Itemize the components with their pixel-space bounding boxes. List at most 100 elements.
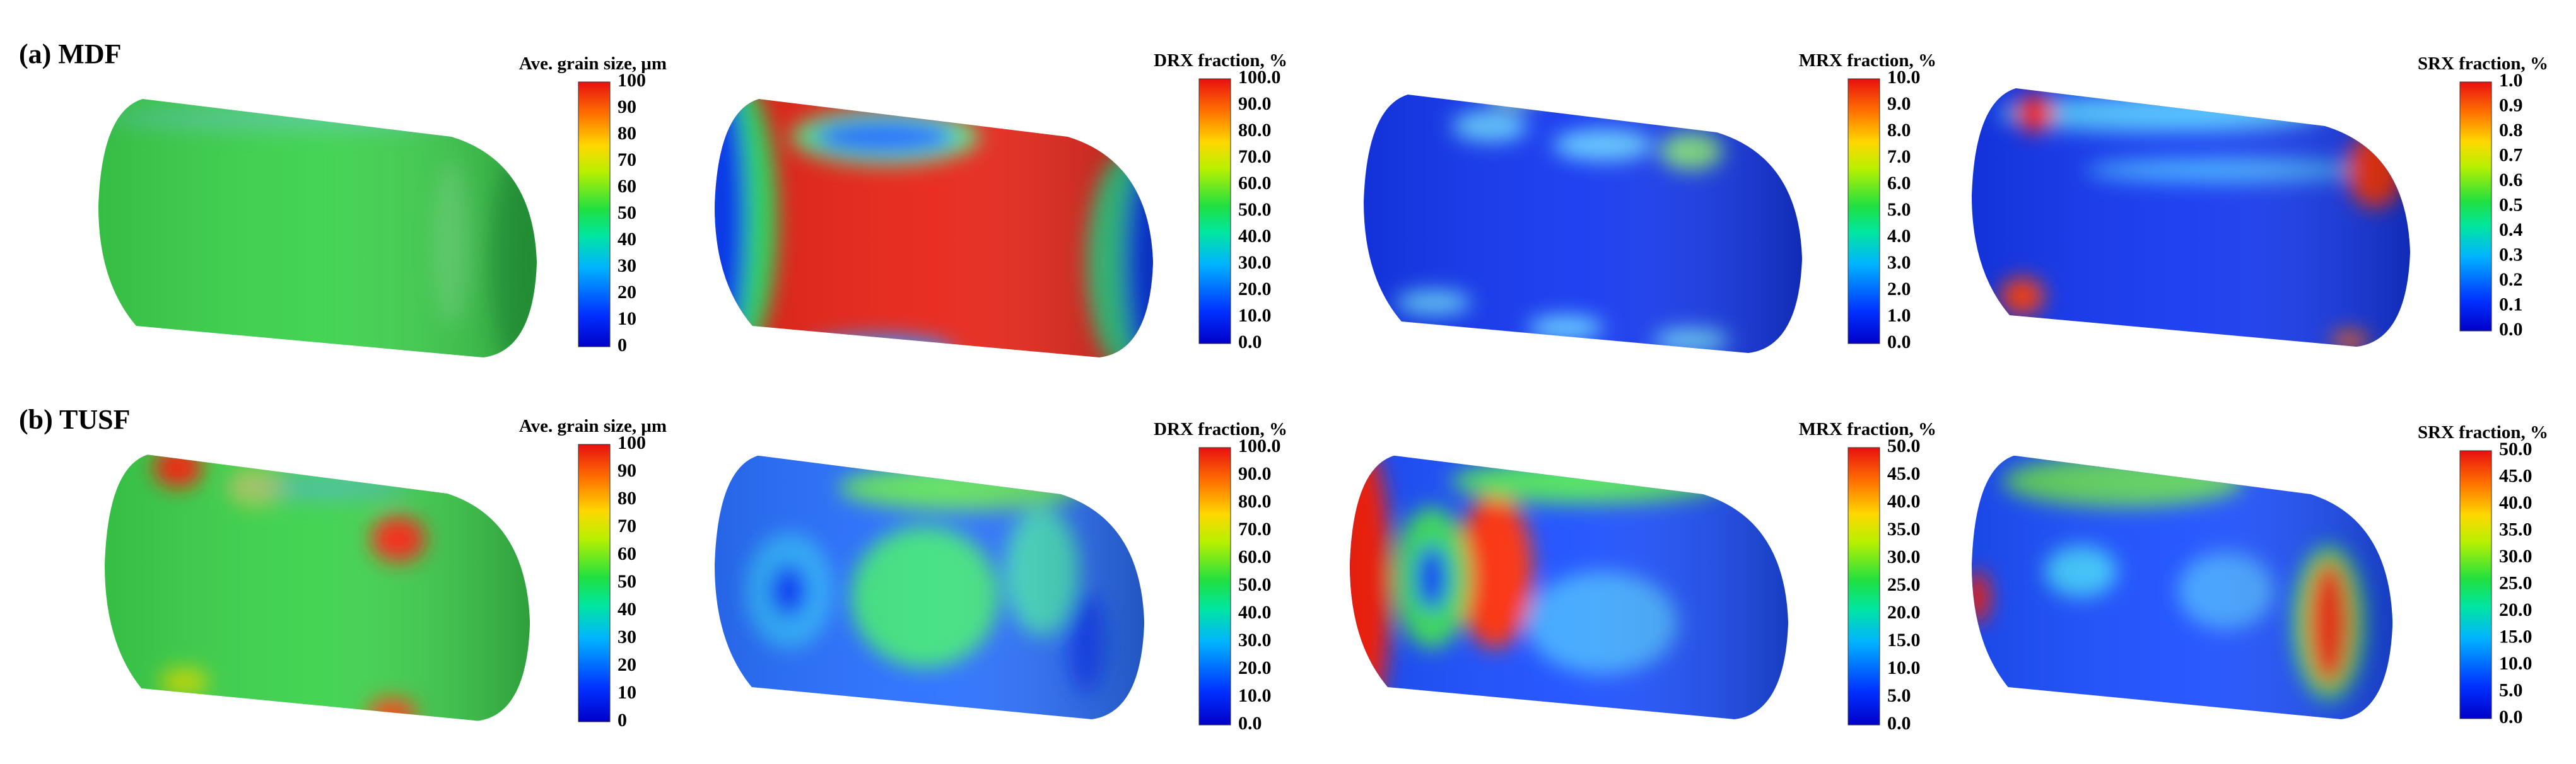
- colorbar-tick-label: 50.0: [1238, 574, 1272, 595]
- colorbar-tick-label: 0: [618, 335, 627, 356]
- specimen-render: [98, 99, 537, 357]
- colorbar-tick-label: 70: [618, 149, 636, 170]
- colorbar-tick-label: 40: [618, 229, 636, 250]
- colorbar-tick-label: 70.0: [1238, 146, 1272, 167]
- colorbar: [1847, 78, 1880, 344]
- colorbar-tick-label: 25.0: [1887, 574, 1921, 595]
- colorbar-tick-label: 30.0: [1887, 547, 1921, 567]
- colorbar-tick-label: 9.0: [1887, 93, 1911, 114]
- colorbar: [1198, 447, 1231, 726]
- colorbar-tick-label: 0.8: [2499, 120, 2523, 141]
- colorbar-tick-label: 50.0: [1887, 436, 1921, 456]
- colorbar-tick-label: 10: [618, 308, 636, 329]
- colorbar-tick-label: 5.0: [1887, 685, 1911, 706]
- specimen-render: [715, 455, 1145, 719]
- colorbar-tick-label: 1.0: [2499, 70, 2523, 91]
- colorbar-tick-label: 40.0: [1238, 602, 1272, 623]
- colorbar-tick-label: 0.4: [2499, 219, 2523, 240]
- colorbar-tick-label: 5.0: [1887, 199, 1911, 220]
- colorbar: [1198, 78, 1231, 344]
- colorbar-tick-label: 45.0: [2499, 465, 2532, 486]
- colorbar-tick-label: 90: [618, 96, 636, 117]
- colorbar-tick-label: 0.0: [1887, 332, 1911, 352]
- colorbar-tick-label: 4.0: [1887, 226, 1911, 246]
- colorbar-tick-label: 10.0: [1887, 657, 1921, 678]
- colorbar-tick-label: 100: [618, 70, 646, 91]
- colorbar-tick-label: 0.1: [2499, 294, 2523, 315]
- colorbar-tick-label: 80.0: [1238, 491, 1272, 512]
- colorbar-tick-label: 40.0: [1238, 226, 1272, 246]
- specimen-render: [105, 454, 530, 721]
- colorbar-tick-label: 50.0: [1238, 199, 1272, 220]
- colorbar-tick-label: 20: [618, 654, 636, 675]
- colorbar: [1847, 447, 1880, 726]
- specimen-render: [1350, 455, 1788, 719]
- colorbar-tick-label: 60: [618, 543, 636, 564]
- colorbar: [2459, 450, 2492, 719]
- colorbar-tick-label: 10.0: [1238, 305, 1272, 326]
- colorbar-title: MRX fraction, %: [1799, 419, 1936, 439]
- colorbar: [578, 444, 611, 722]
- colorbar-tick-label: 50.0: [2499, 439, 2532, 460]
- colorbar-tick-label: 100.0: [1238, 67, 1281, 88]
- colorbar-tick-label: 10: [618, 682, 636, 703]
- colorbar-tick-label: 80: [618, 488, 636, 509]
- colorbar-title: SRX fraction, %: [2418, 54, 2548, 74]
- colorbar-tick-label: 0.0: [1887, 713, 1911, 734]
- colorbar-tick-label: 20.0: [1238, 279, 1272, 299]
- colorbar-tick-label: 90: [618, 460, 636, 481]
- colorbar-tick-label: 25.0: [2499, 572, 2532, 593]
- colorbar-tick-label: 8.0: [1887, 120, 1911, 141]
- specimen-render: [1364, 95, 1802, 353]
- colorbar-title: MRX fraction, %: [1799, 50, 1936, 71]
- colorbar-title: DRX fraction, %: [1154, 419, 1287, 439]
- colorbar-tick-label: 30: [618, 255, 636, 276]
- row-label: (a) MDF: [19, 38, 122, 69]
- colorbar-tick-label: 0.0: [2499, 707, 2523, 727]
- colorbar-tick-label: 30.0: [1238, 630, 1272, 651]
- colorbar-tick-label: 90.0: [1238, 463, 1272, 484]
- colorbar-tick-label: 15.0: [1887, 630, 1921, 651]
- colorbar-tick-label: 100: [618, 432, 646, 453]
- colorbar-tick-label: 100.0: [1238, 436, 1281, 456]
- colorbar-tick-label: 60: [618, 176, 636, 197]
- colorbar-tick-label: 60.0: [1238, 173, 1272, 194]
- colorbar-tick-label: 0.9: [2499, 95, 2523, 115]
- colorbar-tick-label: 60.0: [1238, 547, 1272, 567]
- colorbar-tick-label: 0: [618, 710, 627, 731]
- colorbar-tick-label: 20: [618, 282, 636, 303]
- colorbar-tick-label: 0.5: [2499, 194, 2523, 215]
- colorbar-tick-label: 2.0: [1887, 279, 1911, 299]
- colorbar-tick-label: 50: [618, 202, 636, 223]
- specimen-render: [1972, 88, 2410, 347]
- colorbar-tick-label: 20.0: [1238, 657, 1272, 678]
- colorbar-tick-label: 10.0: [1238, 685, 1272, 706]
- colorbar-tick-label: 3.0: [1887, 252, 1911, 273]
- colorbar-tick-label: 0.7: [2499, 144, 2523, 165]
- colorbar-title: SRX fraction, %: [2418, 422, 2548, 443]
- colorbar-tick-label: 35.0: [2499, 519, 2532, 540]
- colorbar-tick-label: 40.0: [2499, 492, 2532, 513]
- colorbar-tick-label: 20.0: [2499, 599, 2532, 620]
- colorbar-tick-label: 40.0: [1887, 491, 1921, 512]
- colorbar-title: Ave. grain size, μm: [519, 54, 667, 74]
- colorbar-tick-label: 6.0: [1887, 173, 1911, 194]
- colorbar-tick-label: 10.0: [1887, 67, 1921, 88]
- colorbar-tick-label: 70: [618, 516, 636, 536]
- colorbar-tick-label: 0.6: [2499, 170, 2523, 190]
- colorbar-tick-label: 0.0: [2499, 319, 2523, 340]
- colorbar-tick-label: 15.0: [2499, 626, 2532, 647]
- specimen-render: [715, 99, 1153, 357]
- colorbar-tick-label: 80.0: [1238, 120, 1272, 141]
- colorbar-tick-label: 40: [618, 599, 636, 620]
- colorbar-tick-label: 0.0: [1238, 332, 1262, 352]
- colorbar: [578, 81, 611, 347]
- colorbar-tick-label: 0.2: [2499, 269, 2523, 290]
- colorbar-tick-label: 7.0: [1887, 146, 1911, 167]
- colorbar-tick-label: 80: [618, 123, 636, 144]
- colorbar-tick-label: 30.0: [2499, 546, 2532, 567]
- colorbar-tick-label: 90.0: [1238, 93, 1272, 114]
- colorbar-tick-label: 20.0: [1887, 602, 1921, 623]
- colorbar: [2459, 81, 2492, 332]
